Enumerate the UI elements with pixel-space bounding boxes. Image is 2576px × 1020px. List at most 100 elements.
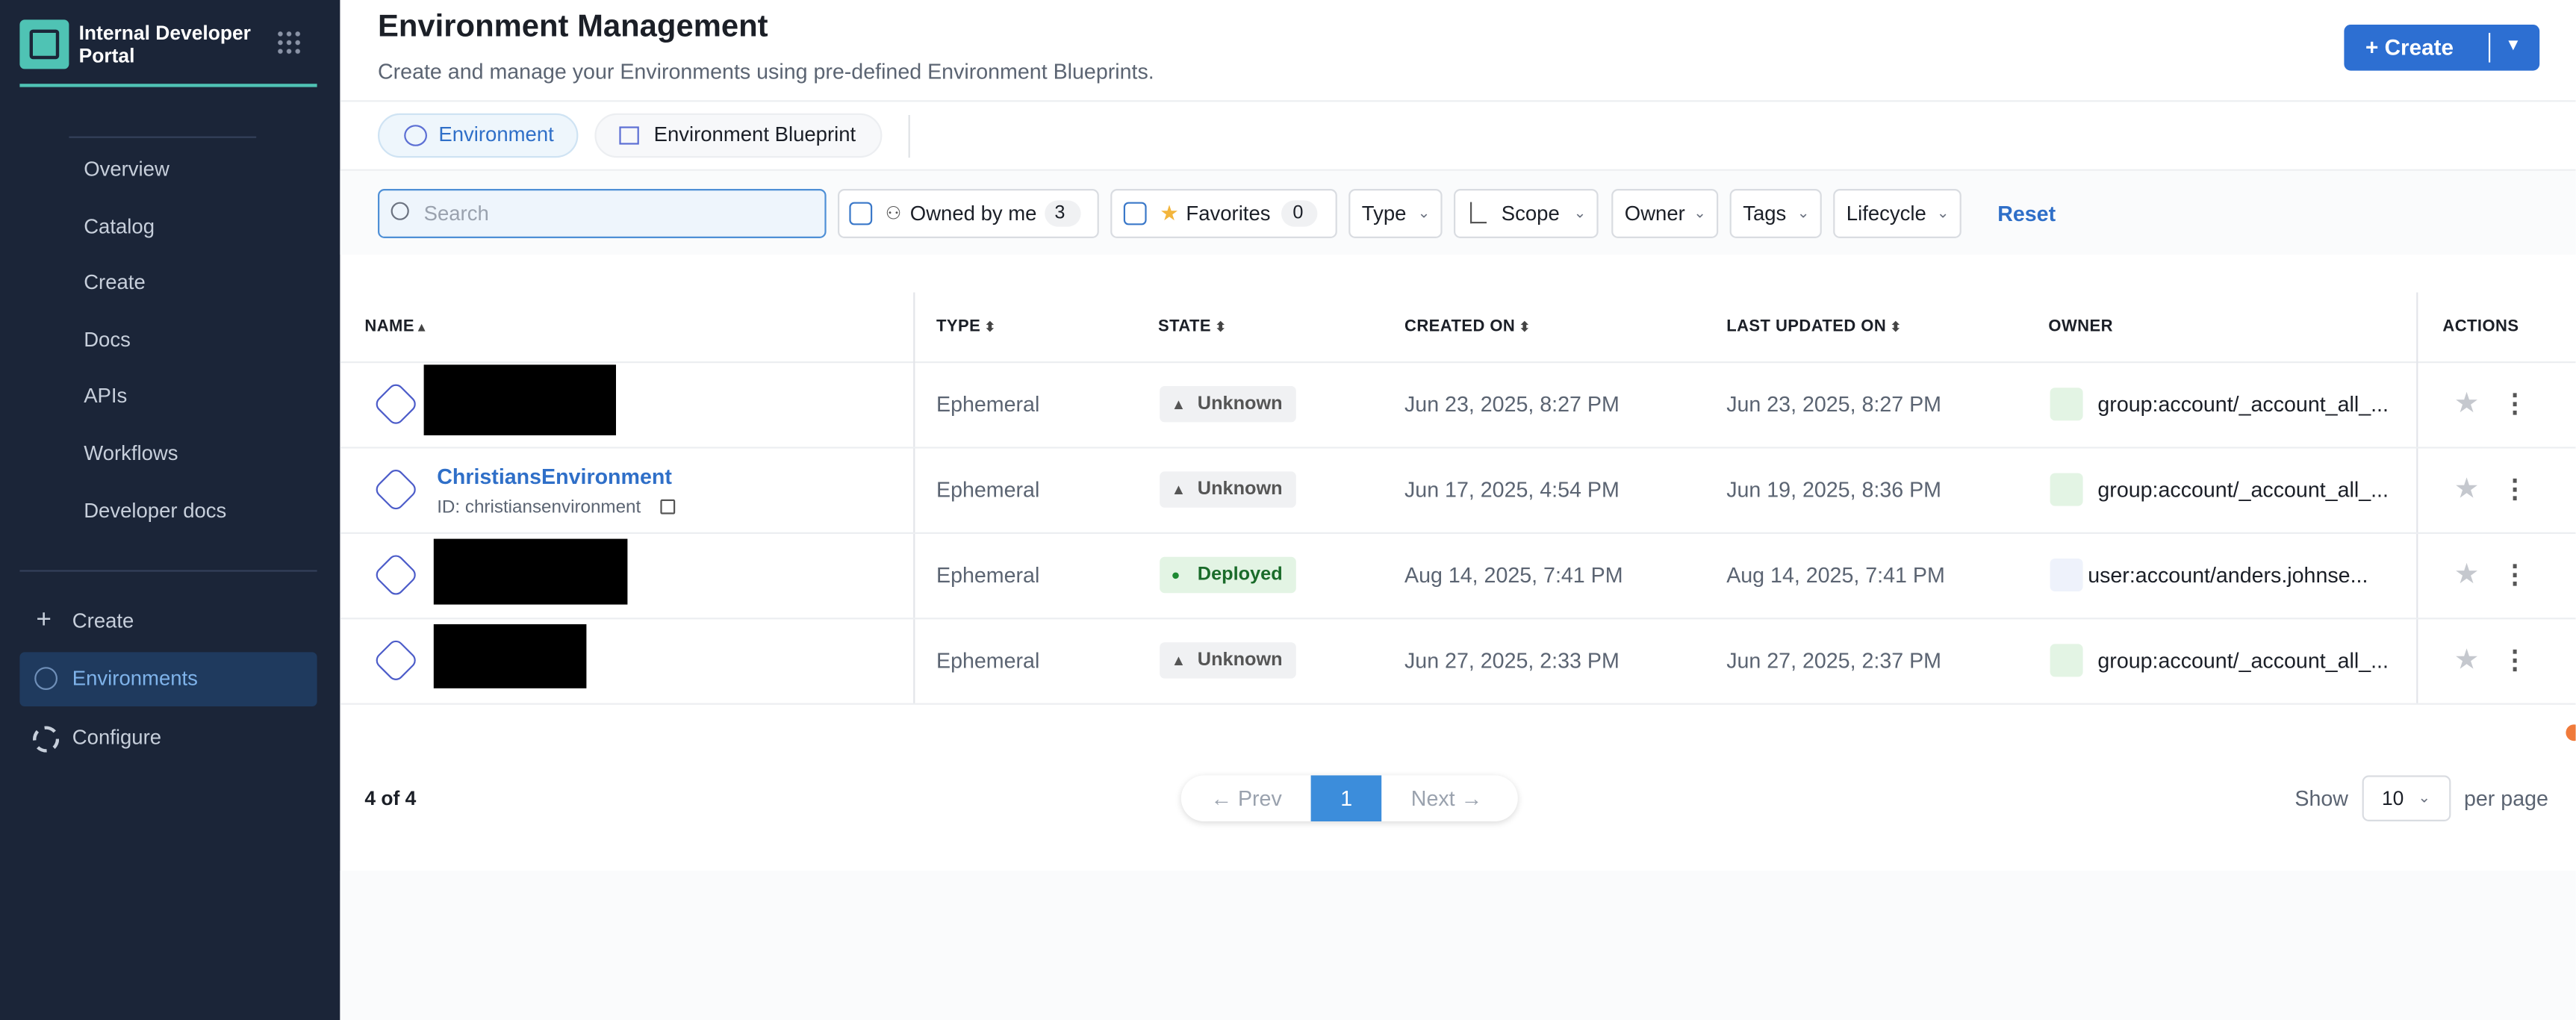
reset-link[interactable]: Reset	[1997, 201, 2056, 226]
search-placeholder[interactable]: Search	[423, 202, 489, 226]
owner[interactable]: group:account/_account_all_...	[2097, 477, 2389, 503]
favorite-star[interactable]: ★	[2454, 473, 2480, 505]
page-subtitle: Create and manage your Environments usin…	[378, 59, 1154, 84]
col-divider	[2416, 292, 2418, 703]
scope-icon	[1470, 202, 1487, 224]
nav-active-bg	[19, 652, 317, 706]
checkbox[interactable]	[849, 202, 873, 226]
next-button[interactable]: Next →	[1410, 786, 1483, 811]
nav-item[interactable]: Configure	[72, 726, 162, 750]
dropdown-label[interactable]: Lifecycle	[1846, 202, 1926, 226]
sidebar	[0, 0, 340, 1020]
button-separator	[2489, 33, 2491, 63]
owner-icon	[2050, 473, 2083, 506]
col-divider	[913, 292, 915, 703]
nav-item[interactable]: Workflows	[84, 441, 178, 465]
filter-label[interactable]: Favorites	[1186, 202, 1271, 226]
created-on: Jun 17, 2025, 4:54 PM	[1404, 477, 1620, 503]
user-icon: ⚇	[885, 204, 902, 225]
env-icon	[373, 381, 420, 428]
type: Ephemeral	[936, 647, 1040, 673]
state-badge	[1160, 556, 1296, 594]
favorite-star[interactable]: ★	[2454, 388, 2480, 419]
dropdown-label[interactable]: Scope	[1501, 202, 1560, 226]
tab-label[interactable]: Environment	[438, 123, 554, 146]
nav-item[interactable]: Environments	[72, 667, 198, 690]
filter-chip[interactable]	[1348, 189, 1443, 238]
nav-item[interactable]: Create	[84, 271, 146, 295]
per-page-label: per page	[2464, 786, 2548, 811]
page-number[interactable]: 1	[1340, 786, 1353, 811]
nav-item[interactable]: Catalog	[84, 214, 155, 238]
owner[interactable]: user:account/anders.johnse...	[2088, 562, 2368, 588]
prev-button[interactable]: ← Prev	[1210, 786, 1282, 811]
state-badge	[1160, 386, 1296, 423]
state: Unknown	[1197, 394, 1283, 414]
nav-item[interactable]: Overview	[84, 158, 169, 181]
column-header: ACTIONS	[2442, 317, 2519, 336]
nav-item[interactable]: Docs	[84, 328, 131, 352]
gear-icon	[33, 726, 60, 753]
count-badge	[1281, 200, 1318, 227]
create-label[interactable]: + Create	[2365, 35, 2454, 60]
chevron: ⌄	[1796, 204, 1810, 221]
show-label: Show	[2295, 786, 2348, 811]
dropdown-label[interactable]: Type	[1361, 202, 1407, 226]
copy-icon[interactable]	[660, 499, 676, 514]
tab-icon	[404, 125, 427, 146]
nav-item[interactable]: Create	[72, 609, 134, 632]
more-menu[interactable]: ⋮	[2501, 647, 2528, 676]
checkbox[interactable]	[1123, 202, 1147, 226]
column-header: OWNER	[2048, 317, 2113, 336]
owner[interactable]: group:account/_account_all_...	[2097, 647, 2389, 673]
env-icon	[373, 637, 420, 684]
column-header[interactable]: LAST UPDATED ON ⬍	[1726, 317, 1902, 336]
row-border	[340, 361, 2576, 364]
dropdown-label[interactable]: Owner	[1624, 202, 1685, 226]
column-header[interactable]: TYPE ⬍	[936, 317, 996, 336]
owner[interactable]: group:account/_account_all_...	[2097, 391, 2389, 417]
more-menu[interactable]: ⋮	[2501, 562, 2528, 590]
state: Unknown	[1197, 479, 1283, 500]
more-menu[interactable]: ⋮	[2501, 476, 2528, 505]
count-badge	[1045, 200, 1081, 227]
tab[interactable]	[594, 113, 883, 158]
nav-item[interactable]: APIs	[84, 385, 128, 408]
owner-icon	[2050, 388, 2083, 421]
row-border	[340, 618, 2576, 620]
filter-chip[interactable]	[1729, 189, 1822, 238]
count: 0	[1292, 203, 1304, 224]
type: Ephemeral	[936, 562, 1040, 588]
page-current[interactable]	[1310, 775, 1382, 821]
dropdown-label[interactable]: Tags	[1743, 202, 1787, 226]
filter-chip[interactable]	[1833, 189, 1961, 238]
more-menu[interactable]: ⋮	[2501, 391, 2528, 419]
filter-chip[interactable]	[1611, 189, 1719, 238]
create-button[interactable]	[2344, 25, 2540, 71]
env-name[interactable]: ChristiansEnvironment	[437, 464, 672, 489]
column-header[interactable]: STATE ⬍	[1158, 317, 1227, 336]
per-page-select[interactable]	[2362, 775, 2451, 821]
filter-label[interactable]: Owned by me	[909, 202, 1037, 226]
updated-on: Jun 27, 2025, 2:37 PM	[1726, 647, 1941, 673]
state-icon: ▲	[1171, 396, 1186, 413]
column-header[interactable]: NAME ▴	[364, 317, 426, 336]
search-box[interactable]	[378, 189, 827, 238]
column-header[interactable]: CREATED ON ⬍	[1404, 317, 1531, 336]
favorite-star[interactable]: ★	[2454, 559, 2480, 590]
tab-label[interactable]: Environment Blueprint	[653, 123, 856, 146]
owner-icon	[2050, 559, 2083, 591]
apps-icon[interactable]	[276, 29, 302, 56]
favorite-star[interactable]: ★	[2454, 644, 2480, 676]
state: Deployed	[1197, 565, 1283, 585]
nav-item[interactable]: Developer docs	[84, 498, 227, 522]
filter-chip[interactable]	[1454, 189, 1599, 238]
brand-underline	[19, 84, 317, 87]
brand-logo-inner	[29, 29, 60, 60]
env-icon	[373, 551, 420, 599]
redacted	[433, 538, 628, 605]
chevron: ▼	[2505, 37, 2521, 55]
state: Unknown	[1197, 650, 1283, 671]
per-page-value[interactable]: 10	[2382, 786, 2404, 810]
